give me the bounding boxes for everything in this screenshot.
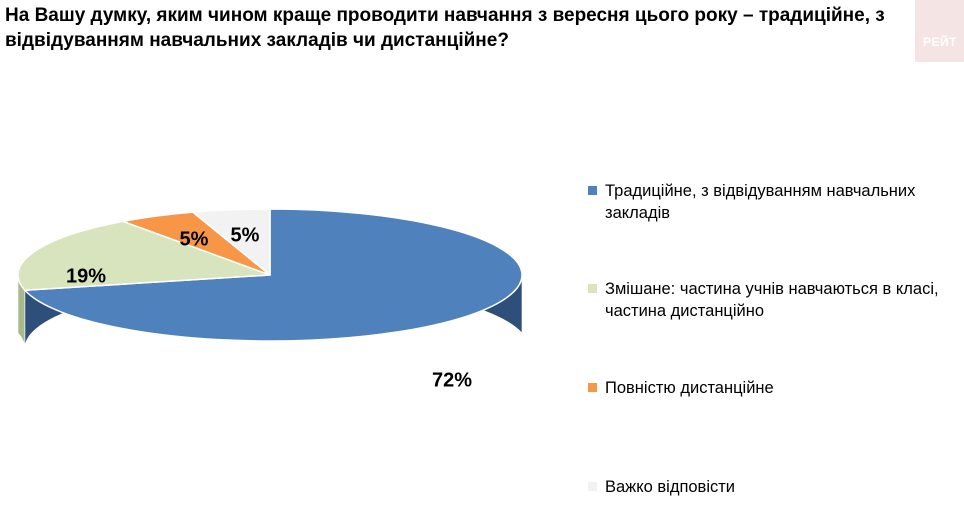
pie-slices [17,208,523,342]
pie-slice-mixed [17,220,271,292]
legend-swatch-hard-to-say [588,482,597,491]
legend-label-remote: Повністю дистанційне [605,379,774,397]
legend-label-traditional: Традиційне, з відвідуванням навчальних з… [605,182,916,222]
data-label-hard-to-say: 5% [231,224,260,246]
legend-item-hard-to-say: Важко відповісти [588,476,958,498]
legend-item-mixed: Змішане: частина учнів навчаються в клас… [588,278,958,322]
data-label-mixed: 19% [66,265,106,287]
pie-slice-traditional [24,208,523,342]
pie-slice-hard-to-say [192,208,271,276]
data-label-remote: 5% [180,228,209,250]
legend-item-traditional: Традиційне, з відвідуванням навчальних з… [588,180,958,224]
legend-item-remote: Повністю дистанційне [588,377,958,399]
brand-logo: РЕЙТ [915,0,964,62]
data-label-traditional: 72% [432,369,472,391]
legend-swatch-mixed [588,284,597,293]
brand-logo-text: РЕЙТ [923,35,957,49]
chart-title: На Вашу думку, яким чином краще проводит… [5,5,885,51]
legend-swatch-traditional [588,186,597,195]
pie-data-labels: 72% 19% 5% 5% [66,224,472,391]
legend-label-hard-to-say: Важко відповісти [605,478,736,496]
legend-swatch-remote [588,383,597,392]
legend-label-mixed: Змішане: частина учнів навчаються в клас… [605,280,939,320]
